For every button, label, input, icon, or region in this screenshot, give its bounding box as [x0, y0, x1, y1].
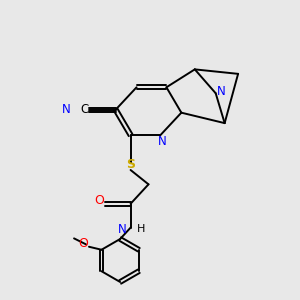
Text: N: N: [62, 103, 71, 116]
Text: N: N: [158, 135, 166, 148]
Text: N: N: [217, 85, 225, 98]
Text: O: O: [79, 237, 88, 250]
Text: N: N: [118, 223, 127, 236]
Text: H: H: [137, 224, 146, 234]
Text: S: S: [126, 158, 135, 171]
Text: O: O: [94, 194, 104, 207]
Text: C: C: [80, 103, 88, 116]
